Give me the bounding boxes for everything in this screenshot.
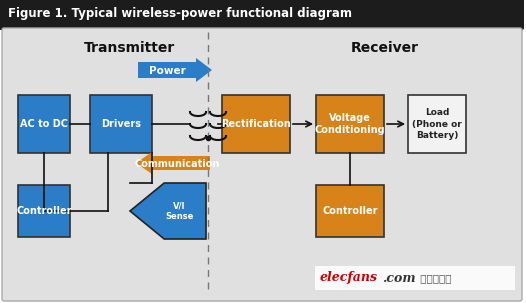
Text: Load
(Phone or
Battery): Load (Phone or Battery) (412, 108, 462, 140)
FancyBboxPatch shape (316, 95, 384, 153)
Text: Power: Power (149, 66, 185, 76)
FancyBboxPatch shape (0, 0, 524, 30)
Text: elecfans: elecfans (320, 271, 378, 285)
FancyBboxPatch shape (18, 185, 70, 237)
FancyBboxPatch shape (90, 95, 152, 153)
Text: Receiver: Receiver (351, 41, 419, 55)
Text: Drivers: Drivers (101, 119, 141, 129)
FancyBboxPatch shape (2, 28, 522, 301)
FancyBboxPatch shape (222, 95, 290, 153)
Text: Transmitter: Transmitter (84, 41, 176, 55)
FancyBboxPatch shape (18, 95, 70, 153)
Text: V/I
Sense: V/I Sense (165, 201, 194, 221)
FancyBboxPatch shape (315, 266, 515, 290)
FancyArrow shape (138, 58, 212, 82)
Polygon shape (130, 183, 206, 239)
Text: 电子发烧友: 电子发烧友 (417, 273, 451, 283)
Text: Rectification: Rectification (221, 119, 291, 129)
FancyArrow shape (136, 152, 210, 174)
Text: Controller: Controller (322, 206, 378, 216)
FancyBboxPatch shape (316, 185, 384, 237)
Text: AC to DC: AC to DC (20, 119, 68, 129)
Text: .com: .com (382, 271, 416, 285)
FancyBboxPatch shape (408, 95, 466, 153)
Text: Voltage
Conditioning: Voltage Conditioning (315, 113, 386, 135)
Text: Figure 1. Typical wireless-power functional diagram: Figure 1. Typical wireless-power functio… (8, 8, 352, 21)
Text: Controller: Controller (16, 206, 72, 216)
Text: Communication: Communication (134, 159, 220, 169)
